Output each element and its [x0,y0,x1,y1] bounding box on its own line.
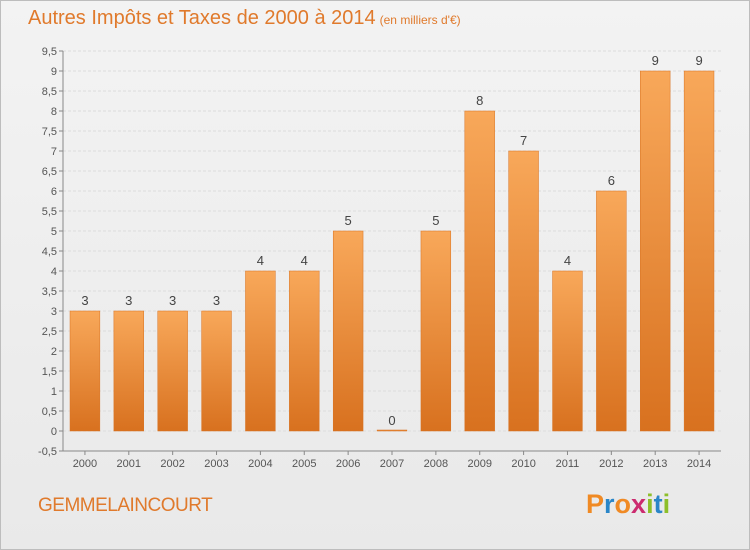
y-tick-label: 1,5 [42,366,57,378]
logo-letter: i [662,489,671,519]
x-tick-label: 2010 [511,458,535,470]
bar [464,110,495,432]
data-label: 3 [213,293,220,308]
data-label: 0 [388,413,395,428]
data-label: 4 [564,253,571,268]
x-tick-label: 2005 [292,458,316,470]
y-tick-label: 6 [51,186,57,198]
bar [113,310,144,432]
y-tick-label: 9 [51,66,57,78]
bar [596,190,627,432]
y-tick-label: 6,5 [42,166,57,178]
data-label: 8 [476,93,483,108]
y-tick-label: 5,5 [42,206,57,218]
logo-letter: i [646,489,654,519]
x-tick-label: 2009 [467,458,491,470]
x-tick-label: 2002 [160,458,184,470]
bar [420,230,452,432]
data-label: 3 [125,293,132,308]
y-tick-label: 8 [51,106,57,118]
bar [508,150,539,432]
y-tick-label: 8,5 [42,86,57,98]
bar [69,310,101,432]
logo-letter: P [586,489,605,519]
logo-letter: t [653,489,663,519]
data-label: 6 [608,173,615,188]
data-label: 3 [169,293,176,308]
bar [289,270,320,432]
x-tick-label: 2007 [380,458,404,470]
bar [552,270,583,432]
proxiti-logo[interactable]: Proxiti [586,489,670,520]
data-label: 5 [432,213,439,228]
bars [69,70,715,432]
y-tick-label: 2 [51,346,57,358]
y-tick-label: 4,5 [42,246,57,258]
commune-name: GEMMELAINCOURT [38,495,213,516]
bar [683,70,715,432]
y-tick-label: 0,5 [42,406,57,418]
data-label: 9 [695,53,702,68]
y-tick-label: 2,5 [42,326,57,338]
bar [376,429,408,432]
x-tick-label: 2013 [643,458,667,470]
y-tick-label: 7,5 [42,126,57,138]
logo-letter: r [604,489,615,519]
x-tick-label: 2000 [73,458,97,470]
y-tick-label: 7 [51,146,57,158]
logo-letter: o [614,489,632,519]
bar [640,70,671,432]
y-tick-label: 3,5 [42,286,57,298]
data-label: 5 [345,213,352,228]
x-tick-label: 2004 [248,458,272,470]
axes [59,50,721,455]
data-label: 7 [520,133,527,148]
y-tick-label: -0,5 [38,446,57,458]
bar [201,310,232,432]
chart-unit: (en milliers d'€) [379,13,461,27]
x-tick-label: 2011 [556,458,580,470]
y-tick-label: 0 [51,426,57,438]
x-tick-label: 2012 [599,458,623,470]
bar [157,310,188,432]
x-tick-label: 2014 [687,458,711,470]
chart-title-text: Autres Impôts et Taxes de 2000 à 2014 [28,7,376,29]
y-tick-label: 3 [51,306,57,318]
x-tick-label: 2001 [117,458,141,470]
data-label: 3 [81,293,88,308]
data-label: 9 [652,53,659,68]
bar [245,270,276,432]
chart-title: Autres Impôts et Taxes de 2000 à 2014 (en… [28,7,461,30]
x-tick-label: 2006 [336,458,360,470]
data-label: 4 [257,253,264,268]
logo-letter: x [631,489,647,519]
y-tick-label: 4 [51,266,57,278]
labels: -0,5 0 0,5 1 1,5 2 2,5 3 3,5 4 4,5 5 5,5 6 6,5 7 7,5 8 8,5… [38,46,711,470]
x-tick-label: 2003 [204,458,228,470]
y-tick-label: 1 [51,386,57,398]
bar [332,230,364,432]
x-tick-label: 2008 [424,458,448,470]
y-tick-label: 9,5 [42,46,57,58]
y-tick-label: 5 [51,226,57,238]
data-label: 4 [301,253,308,268]
